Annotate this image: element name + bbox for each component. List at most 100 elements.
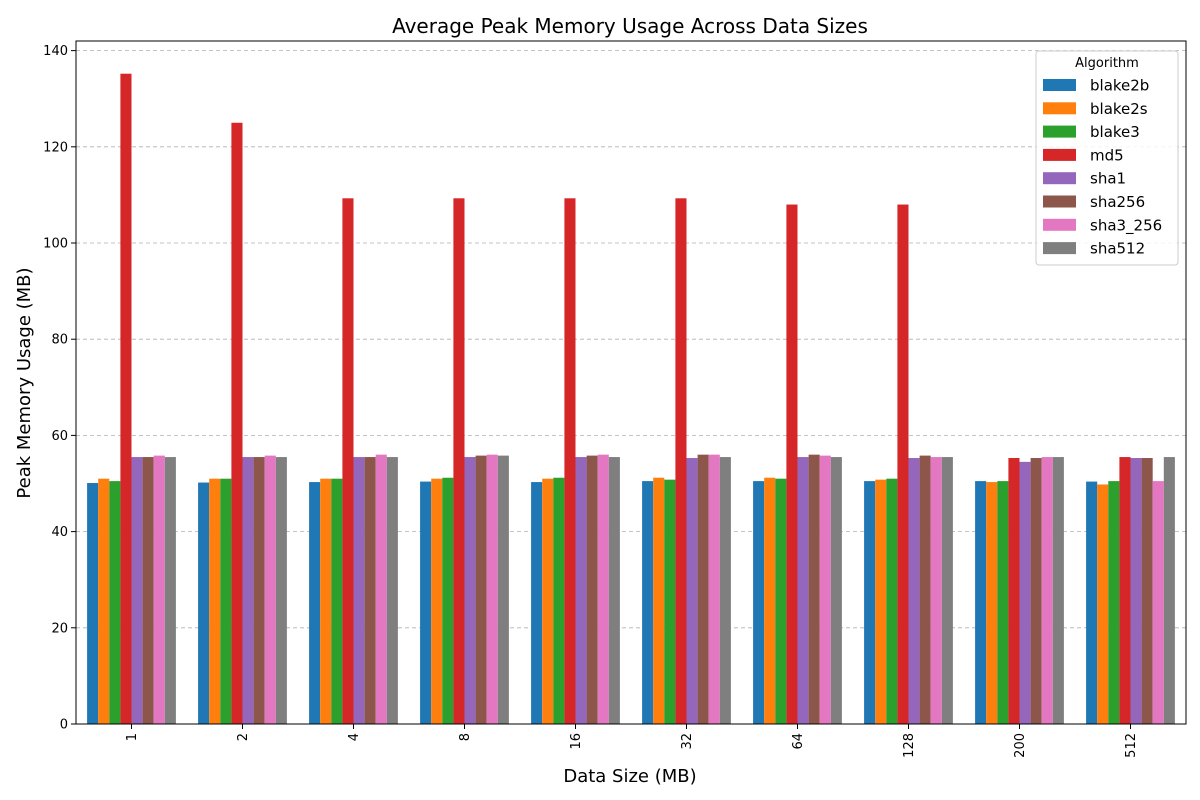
- bar-sha256-4: [364, 457, 376, 724]
- legend-swatch-sha512: [1043, 242, 1076, 255]
- bar-md5-64: [786, 204, 798, 724]
- bar-sha3_256-32: [708, 454, 720, 724]
- bar-sha1-64: [797, 457, 809, 724]
- bar-sha256-8: [475, 455, 487, 724]
- bar-blake2b-4: [309, 482, 321, 724]
- x-tick-label: 128: [902, 733, 917, 758]
- legend-label-blake2b: blake2b: [1090, 77, 1149, 95]
- y-tick-label: 120: [43, 140, 68, 155]
- bar-sha256-16: [586, 455, 598, 724]
- y-tick-label: 60: [51, 429, 68, 444]
- bar-blake3-512: [1108, 481, 1120, 724]
- bar-blake2b-32: [642, 481, 654, 724]
- y-tick-label: 140: [43, 44, 68, 59]
- plot-frame: [75, 40, 1187, 725]
- legend-swatch-blake3: [1043, 125, 1076, 138]
- axes: [75, 40, 1187, 725]
- bar-sha512-200: [1052, 457, 1064, 724]
- x-tick-label: 32: [680, 733, 695, 750]
- bar-sha3_256-512: [1152, 481, 1164, 724]
- y-tick-label: 0: [60, 718, 68, 733]
- bar-blake3-1: [109, 481, 121, 724]
- bar-sha512-512: [1163, 457, 1175, 724]
- bar-sha512-32: [719, 457, 731, 724]
- x-tick-label: 16: [569, 733, 584, 750]
- bar-sha512-128: [941, 457, 953, 724]
- x-tick-label: 64: [791, 733, 806, 750]
- bar-blake3-64: [775, 478, 787, 724]
- legend-label-sha1: sha1: [1090, 170, 1126, 188]
- y-tick-label: 100: [43, 237, 68, 252]
- bar-sha512-16: [608, 457, 620, 724]
- bar-sha256-512: [1141, 458, 1153, 724]
- bar-blake2s-32: [653, 477, 665, 724]
- legend-label-sha256: sha256: [1090, 193, 1145, 211]
- bar-md5-512: [1119, 457, 1131, 724]
- bar-blake2b-128: [864, 481, 876, 724]
- bars: [87, 73, 1175, 725]
- bar-sha256-32: [697, 454, 709, 724]
- bar-blake2s-512: [1097, 484, 1109, 724]
- bar-blake2s-8: [431, 478, 443, 724]
- x-ticks: 1 2 4 8 16 32 64 128 200 512: [125, 724, 1139, 758]
- bar-blake2s-16: [542, 478, 554, 724]
- legend: Algorithm blake2b blake2s blake3 md5 sha1 sha…: [1035, 50, 1179, 266]
- legend-swatch-sha256: [1043, 195, 1076, 208]
- bar-sha1-32: [686, 458, 698, 724]
- bar-blake3-8: [442, 477, 454, 724]
- bar-blake2b-8: [420, 481, 432, 724]
- bar-md5-8: [453, 198, 465, 724]
- bar-sha512-2: [275, 457, 287, 724]
- bar-sha1-128: [908, 458, 920, 724]
- bar-blake3-16: [553, 477, 565, 724]
- bar-sha3_256-1: [153, 455, 165, 724]
- x-tick-label: 4: [347, 733, 362, 741]
- bar-blake2b-200: [975, 481, 987, 724]
- bar-md5-32: [675, 198, 687, 724]
- bar-sha3_256-128: [930, 457, 942, 724]
- bar-sha1-16: [575, 457, 587, 724]
- legend-swatch-md5: [1043, 148, 1076, 161]
- bar-md5-128: [897, 204, 909, 724]
- legend-swatch-blake2b: [1043, 79, 1076, 91]
- bar-blake2s-2: [209, 478, 221, 724]
- bar-sha1-512: [1130, 458, 1142, 724]
- bar-sha256-2: [253, 457, 265, 724]
- bar-md5-4: [342, 198, 354, 724]
- bar-blake3-128: [886, 478, 898, 724]
- bar-blake2s-200: [986, 482, 998, 724]
- bar-blake2b-512: [1086, 481, 1098, 724]
- bar-sha1-1: [131, 457, 143, 724]
- y-tick-label: 80: [51, 333, 68, 348]
- bar-sha3_256-16: [597, 454, 609, 724]
- bar-sha256-64: [808, 454, 820, 724]
- bar-blake2s-1: [98, 478, 110, 724]
- bar-md5-2: [231, 122, 243, 725]
- bar-sha512-1: [164, 457, 176, 724]
- legend-swatch-sha3_256: [1043, 218, 1076, 231]
- bar-sha256-1: [142, 457, 154, 724]
- bar-blake3-200: [997, 481, 1009, 724]
- bar-blake2s-128: [875, 479, 887, 724]
- bar-sha1-8: [464, 457, 476, 724]
- bar-blake2b-64: [753, 481, 765, 724]
- bar-blake2b-2: [198, 482, 210, 724]
- legend-label-sha512: sha512: [1090, 240, 1145, 258]
- bar-sha256-128: [919, 455, 931, 724]
- x-tick-label: 2: [236, 733, 251, 741]
- y-tick-label: 40: [51, 525, 68, 540]
- legend-label-blake3: blake3: [1090, 123, 1140, 141]
- bar-sha3_256-64: [819, 455, 831, 724]
- bar-md5-16: [564, 198, 576, 724]
- bar-sha3_256-8: [486, 454, 498, 724]
- bar-sha1-4: [353, 457, 365, 724]
- bar-blake3-32: [664, 479, 676, 724]
- y-tick-label: 20: [51, 621, 68, 636]
- bar-sha1-200: [1019, 461, 1031, 724]
- chart-title: Average Peak Memory Usage Across Data Si…: [392, 14, 868, 38]
- bar-blake2b-1: [87, 483, 99, 724]
- bar-blake3-2: [220, 478, 232, 724]
- bar-sha3_256-2: [264, 455, 276, 724]
- x-axis-label: Data Size (MB): [563, 766, 696, 787]
